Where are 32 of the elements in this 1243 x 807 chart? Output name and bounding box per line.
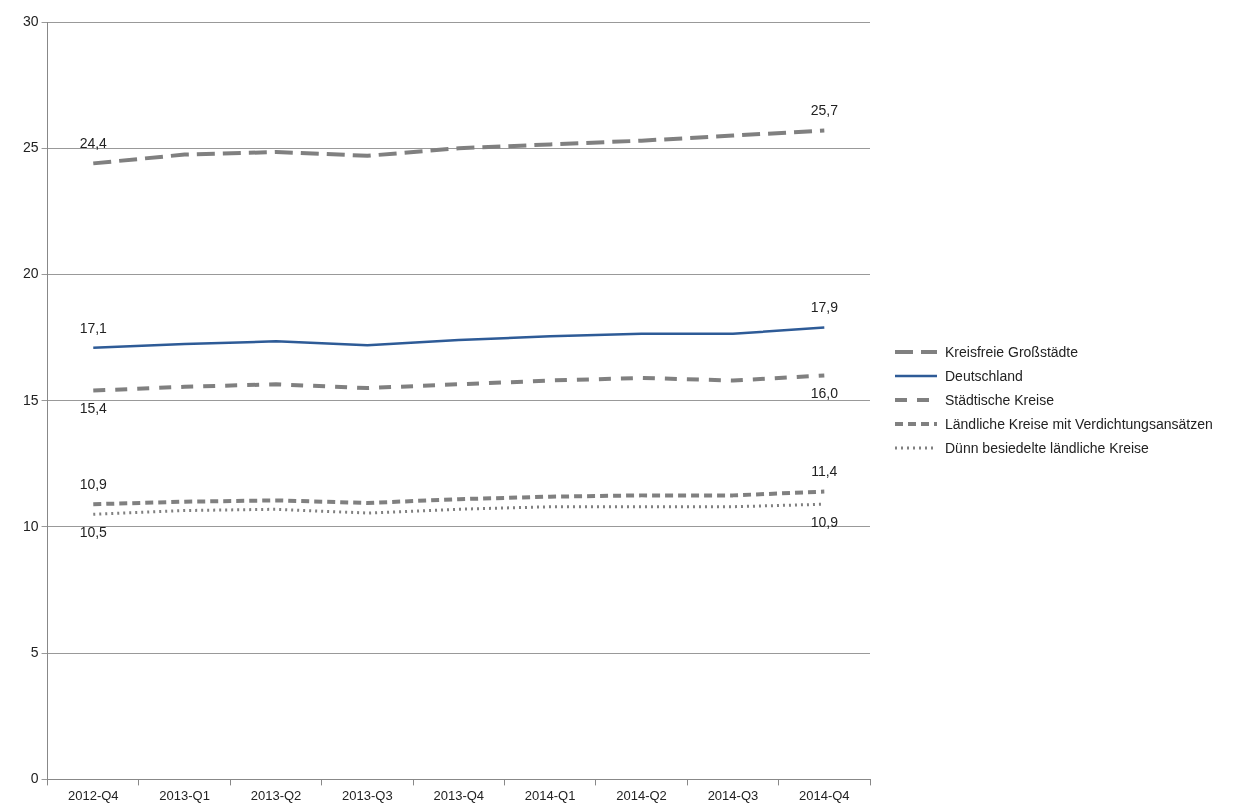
x-tick-label: 2013-Q3 (342, 787, 393, 803)
data-label: 17,9 (810, 299, 839, 316)
legend-label: Ländliche Kreise mit Verdichtungsansätzen (945, 416, 1213, 432)
data-label: 25,7 (810, 102, 839, 119)
x-tick-label: 2013-Q1 (159, 787, 210, 803)
legend-label: Deutschland (945, 368, 1023, 384)
data-label: 16,0 (810, 385, 839, 402)
x-tick-label: 2014-Q1 (524, 787, 576, 803)
x-tick-label: 2014-Q4 (799, 787, 850, 803)
y-tick-label: 0 (30, 770, 39, 787)
line-series (91, 489, 827, 507)
legend-label: Kreisfreie Großstädte (945, 344, 1079, 360)
y-tick-label: 10 (22, 517, 39, 534)
x-tick-label: 2012-Q4 (67, 787, 119, 803)
data-label: 10,9 (79, 476, 108, 493)
x-tick-label: 2014-Q3 (707, 787, 759, 803)
data-label: 11,4 (811, 463, 838, 480)
y-tick-label: 20 (22, 265, 39, 282)
data-label: 10,9 (810, 514, 839, 531)
y-tick-label: 30 (22, 12, 39, 29)
data-label: 17,1 (79, 319, 108, 336)
x-tick-label: 2013-Q2 (250, 787, 302, 803)
data-label: 15,4 (79, 400, 108, 417)
y-tick-label: 25 (22, 139, 39, 156)
x-tick-label: 2013-Q4 (433, 787, 485, 803)
y-tick-label: 5 (30, 644, 39, 661)
legend-label: Dünn besiedelte ländliche Kreise (945, 440, 1149, 456)
data-label: 10,5 (79, 524, 108, 541)
y-tick-label: 15 (22, 391, 39, 408)
data-label: 24,4 (79, 135, 108, 152)
legend-label: Städtische Kreise (945, 392, 1054, 408)
x-tick-label: 2014-Q2 (616, 787, 667, 803)
